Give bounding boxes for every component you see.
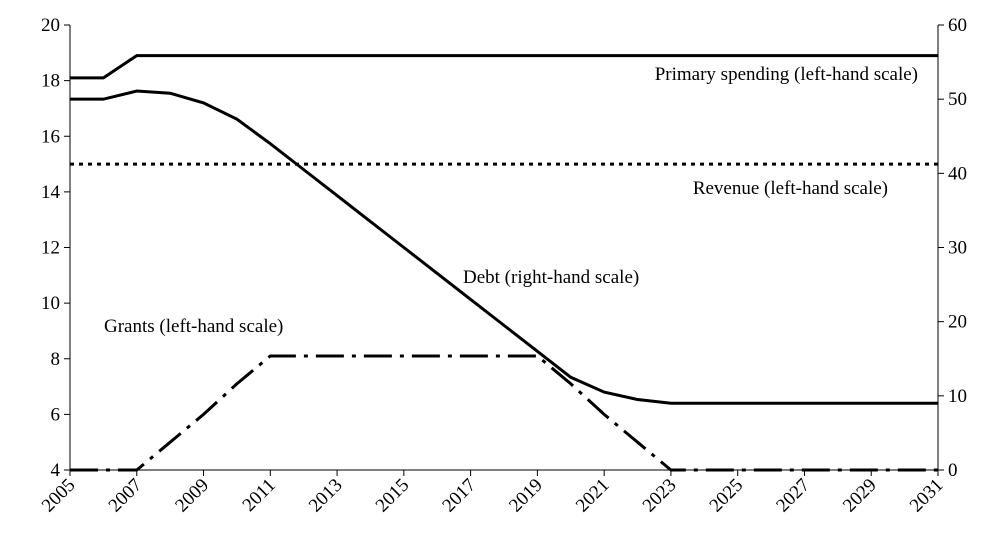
- y-tick-label: 10: [41, 293, 60, 314]
- x-tick-label: 2005: [38, 475, 80, 517]
- y2-tick-label: 60: [948, 15, 967, 36]
- x-tick-label: 2021: [572, 475, 614, 517]
- x-tick-label: 2023: [639, 475, 681, 517]
- x-tick-label: 2027: [772, 475, 814, 517]
- x-tick-label: 2015: [372, 475, 414, 517]
- series-label: Revenue (left-hand scale): [693, 178, 888, 199]
- y-tick-label: 18: [41, 71, 60, 92]
- x-tick-label: 2017: [438, 475, 480, 517]
- y-tick-label: 20: [41, 15, 60, 36]
- series-line: [70, 354, 938, 472]
- series-line: [70, 89, 938, 405]
- x-tick-label: 2029: [839, 475, 881, 517]
- y-tick-label: 12: [41, 238, 60, 259]
- y-tick-label: 4: [51, 460, 61, 481]
- y-tick-label: 16: [41, 126, 60, 147]
- x-tick-label: 2025: [706, 475, 748, 517]
- x-tick-label: 2011: [239, 475, 280, 516]
- y2-tick-label: 20: [948, 312, 967, 333]
- y-tick-label: 14: [41, 182, 61, 203]
- x-tick-label: 2013: [305, 475, 347, 517]
- x-tick-label: 2007: [105, 475, 147, 517]
- y-tick-label: 6: [51, 404, 61, 425]
- series-label: Grants (left-hand scale): [104, 316, 283, 337]
- y2-tick-label: 0: [948, 460, 958, 481]
- x-tick-label: 2031: [906, 475, 948, 517]
- y2-tick-label: 40: [948, 163, 967, 184]
- y-tick-label: 8: [51, 349, 61, 370]
- series-line: [70, 54, 938, 80]
- series-label: Primary spending (left-hand scale): [655, 64, 918, 85]
- y2-tick-label: 50: [948, 89, 967, 110]
- y2-tick-label: 30: [948, 238, 967, 259]
- y2-tick-label: 10: [948, 386, 967, 407]
- x-tick-label: 2009: [171, 475, 213, 517]
- series-label: Debt (right-hand scale): [463, 267, 639, 288]
- x-tick-label: 2019: [505, 475, 547, 517]
